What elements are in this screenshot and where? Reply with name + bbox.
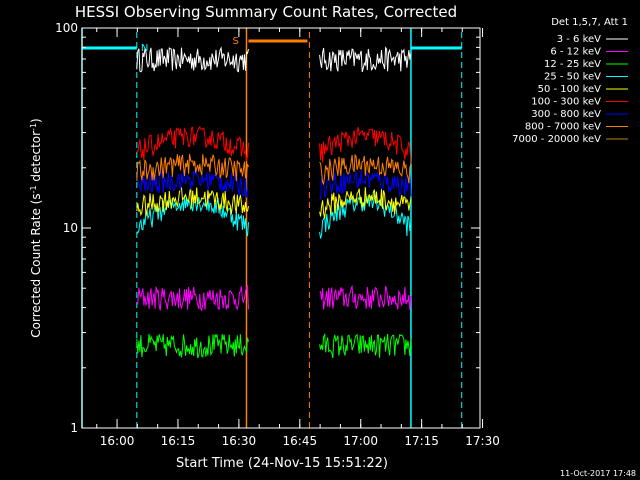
- y-axis-label-part: detector: [29, 131, 43, 186]
- y-tick-label: 100: [55, 21, 78, 35]
- chart-title: HESSI Observing Summary Count Rates, Cor…: [75, 3, 457, 21]
- series-line: [136, 169, 249, 198]
- series-line: [136, 126, 249, 162]
- legend-entry-label: 25 - 50 keV: [544, 72, 601, 83]
- series-3-6keV: [136, 46, 412, 73]
- legend-entry-label: 50 - 100 keV: [538, 84, 602, 95]
- series-line: [319, 193, 412, 239]
- series-line: [136, 187, 249, 217]
- legend-entry-label: 6 - 12 keV: [550, 47, 601, 58]
- series-line: [319, 187, 412, 219]
- x-tick-label: 17:00: [343, 434, 378, 448]
- legend-entry-label: 7000 - 20000 keV: [512, 134, 601, 145]
- series-line: [319, 153, 412, 186]
- series-line: [319, 284, 412, 311]
- series-300-800keV: [136, 169, 412, 201]
- x-tick-label: 16:15: [161, 434, 196, 448]
- x-axis-label: Start Time (24-Nov-15 15:51:22): [176, 456, 388, 471]
- y-tick-label: 10: [63, 221, 78, 235]
- x-tick-label: 17:30: [465, 434, 500, 448]
- y-tick-label: 1: [70, 421, 78, 435]
- series-50-100keV: [136, 187, 412, 219]
- series-line: [136, 284, 249, 312]
- series-6-12keV: [136, 284, 412, 312]
- series-line: [319, 170, 412, 201]
- x-tick-label: 16:30: [222, 434, 257, 448]
- x-tick-label: 16:45: [283, 434, 318, 448]
- legend-entry-label: 300 - 800 keV: [531, 109, 601, 120]
- legend-entry-label: 3 - 6 keV: [557, 34, 601, 45]
- series-line: [319, 332, 412, 359]
- y-axis-label-part: Corrected Count Rate (s: [29, 193, 43, 337]
- x-tick-label: 16:00: [100, 434, 135, 448]
- y-axis-label: Corrected Count Rate (s-1 detector-1): [29, 118, 44, 337]
- saa-label: S: [232, 36, 238, 47]
- series-line: [136, 46, 249, 73]
- series-line: [319, 46, 412, 73]
- series-100-300keV: [136, 126, 412, 164]
- y-axis-label-part: ): [29, 118, 43, 123]
- series-line: [136, 153, 249, 182]
- legend-entry-label: 800 - 7000 keV: [525, 122, 601, 133]
- series-line: [136, 333, 249, 359]
- y-axis-label-exponent: -1: [29, 185, 38, 193]
- x-tick-label: 17:15: [404, 434, 439, 448]
- y-axis-label-exponent: -1: [29, 123, 38, 131]
- series-800-7000keV: [136, 153, 412, 186]
- series-12-25keV: [136, 332, 412, 359]
- legend-title: Det 1,5,7, Att 1: [551, 17, 628, 28]
- legend-entry-label: 12 - 25 keV: [544, 59, 601, 70]
- series-line: [319, 126, 412, 164]
- footer-timestamp: 11-Oct-2017 17:48: [560, 469, 636, 478]
- legend-entry-label: 100 - 300 keV: [531, 97, 601, 108]
